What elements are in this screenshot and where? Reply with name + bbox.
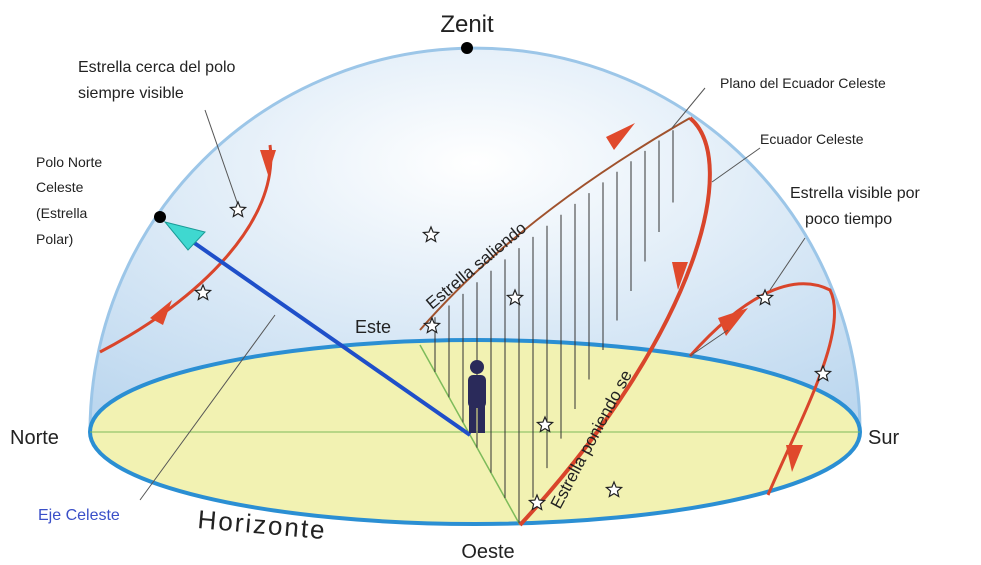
label-line: Estrella cerca del polo [78, 59, 236, 76]
equator-rising-arc [419, 117, 691, 331]
label-line: Estrella visible por [790, 185, 921, 202]
star [421, 225, 441, 243]
south-label: Sur [868, 427, 899, 449]
star [535, 415, 555, 433]
label-line: siempre visible [78, 85, 184, 102]
equator-plane-label: Plano del Ecuador Celeste [720, 75, 886, 91]
zenith-point [461, 42, 473, 54]
label-line: Polo Norte [36, 154, 102, 170]
arrow [260, 150, 276, 175]
north-label: Norte [10, 427, 59, 449]
star [755, 288, 775, 306]
star [505, 288, 525, 306]
short-visible-arc [688, 282, 836, 496]
label-line: Celeste [36, 179, 84, 195]
circumpolar-arc [99, 144, 273, 354]
star [604, 480, 624, 498]
observer [468, 360, 486, 433]
star [527, 493, 547, 511]
arrow [150, 300, 172, 325]
arrow [606, 123, 635, 150]
arrow [672, 262, 688, 290]
label-line: Polar) [36, 231, 73, 247]
label-line: (Estrella [36, 205, 88, 221]
star [228, 200, 248, 218]
equator-setting-arc [518, 116, 712, 527]
circumpolar-star-label: Estrella cerca del polo siempre visible [78, 59, 240, 102]
east-label: Este [355, 317, 391, 337]
zenith-label: Zenit [440, 11, 494, 38]
pole-label: Polo Norte Celeste (Estrella Polar) [36, 154, 106, 247]
stars [193, 200, 833, 511]
west-label: Oeste [461, 541, 514, 563]
equator-label: Ecuador Celeste [760, 131, 864, 147]
arrow [718, 308, 748, 336]
celestial-axis [168, 224, 472, 437]
celestial-dome [88, 46, 862, 434]
short-visible-label: Estrella visible por poco tiempo [790, 185, 924, 228]
star [813, 364, 833, 382]
star [422, 316, 442, 334]
arrow [786, 445, 803, 472]
axis-arrowhead [163, 221, 206, 251]
celestial-pole [154, 211, 166, 223]
star [193, 283, 213, 301]
label-line: poco tiempo [805, 211, 892, 228]
axis-label: Eje Celeste [38, 507, 120, 524]
pointer-lines [139, 87, 806, 501]
